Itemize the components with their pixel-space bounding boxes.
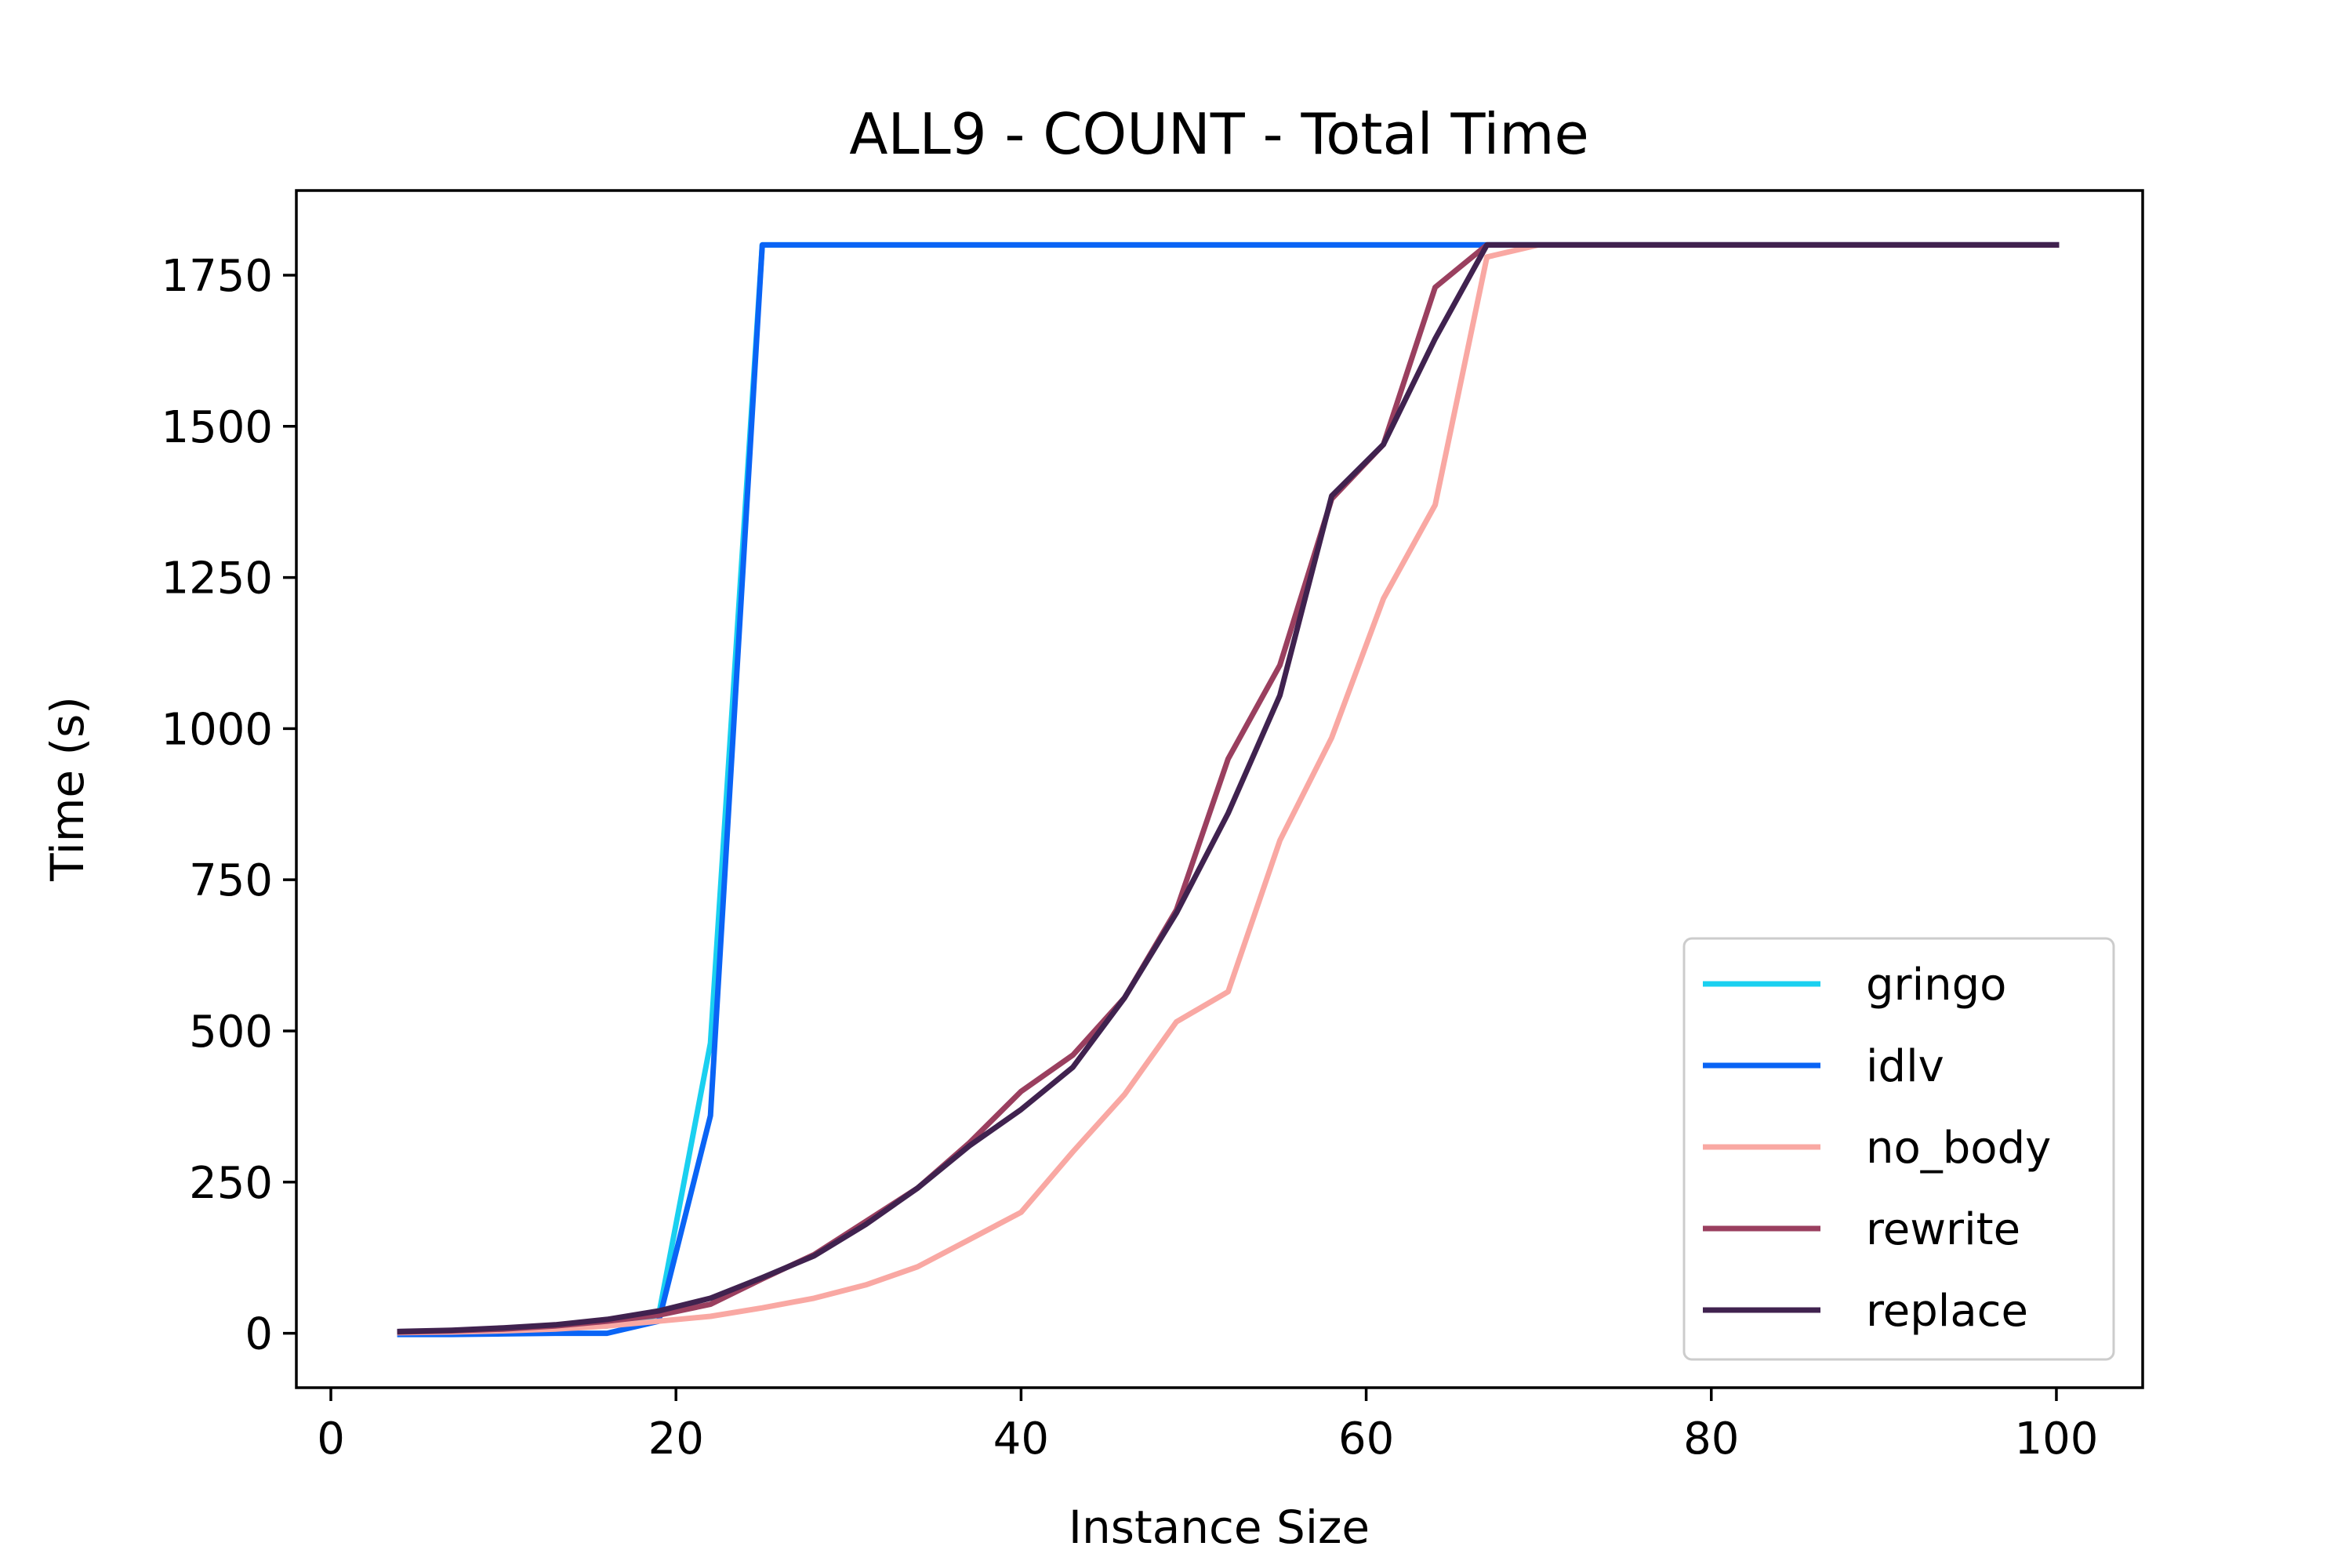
y-tick-label: 750 (189, 855, 273, 906)
y-tick-label: 1750 (161, 251, 273, 302)
series-line-idlv (397, 241, 2060, 1338)
y-tick-label: 1250 (161, 554, 273, 604)
legend-label: gringo (1866, 960, 2006, 1011)
series-layer (397, 241, 2060, 1338)
legend-label: idlv (1866, 1041, 1944, 1092)
x-tick-label: 20 (648, 1414, 704, 1465)
y-tick-label: 1000 (161, 704, 273, 755)
y-tick-label: 250 (189, 1158, 273, 1209)
chart-title: ALL9 - COUNT - Total Time (849, 101, 1589, 167)
x-axis-label: Instance Size (1069, 1501, 1370, 1554)
series-line-replace (397, 241, 2060, 1334)
y-axis-label: Time (s) (41, 696, 94, 882)
x-tick-label: 40 (993, 1414, 1049, 1465)
legend-label: rewrite (1866, 1204, 2020, 1255)
plot-frame (295, 189, 2144, 1389)
x-axis: 0 20 40 60 80 100 (317, 1388, 2098, 1465)
legend-label: replace (1866, 1286, 2028, 1337)
x-tick-label: 60 (1338, 1414, 1394, 1465)
y-axis: 0 250 500 750 1000 1250 1500 1750 (161, 251, 296, 1360)
legend-frame (1682, 937, 2115, 1361)
x-tick-label: 80 (1683, 1414, 1739, 1465)
x-tick-label: 0 (317, 1414, 345, 1465)
y-tick-label: 1500 (161, 402, 273, 453)
series-line-no-body (397, 241, 2060, 1336)
y-tick-label: 500 (189, 1007, 273, 1058)
y-tick-label: 0 (245, 1309, 273, 1360)
legend-label: no_body (1866, 1123, 2051, 1174)
x-tick-label: 100 (2015, 1414, 2099, 1465)
